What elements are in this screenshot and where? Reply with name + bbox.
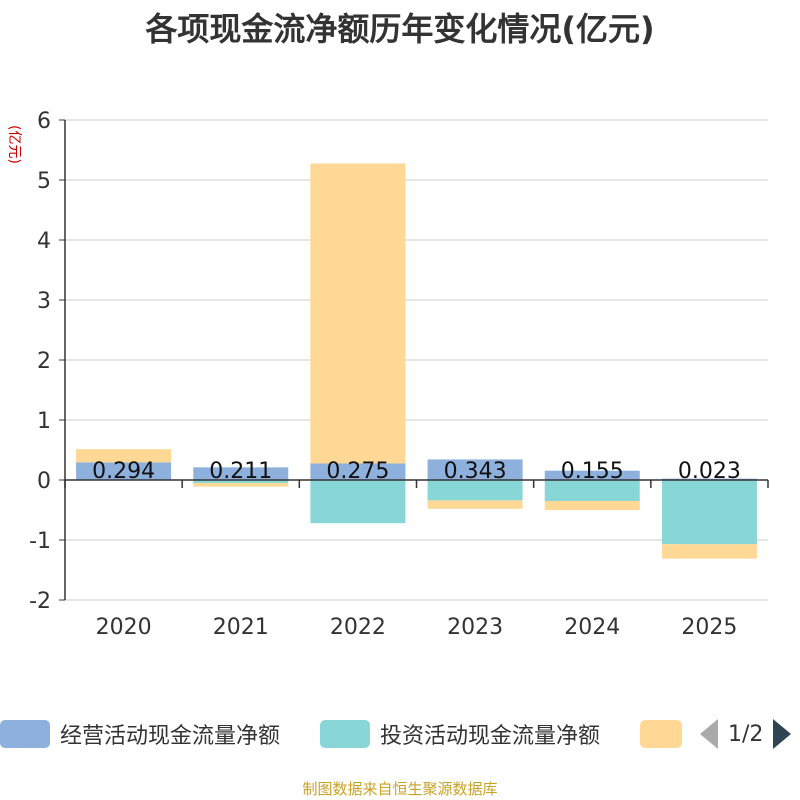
value-labels: 0.294 0.211 0.275 0.343 0.155 0.023	[92, 459, 741, 484]
legend-label-operating: 经营活动现金流量净额	[60, 724, 281, 749]
value-label-2023: 0.343	[444, 459, 507, 484]
y-tick-label: -2	[29, 589, 51, 614]
x-tick-label-2025: 2025	[681, 615, 737, 640]
bar-2022-series-2	[310, 163, 406, 464]
value-label-2024: 0.155	[561, 459, 624, 484]
x-tick-label-2021: 2021	[213, 615, 269, 640]
bar-chart: -2 -1 0 1 2 3 4 5 6 2020 2021 2022 2023 2024 2025 0.29…	[29, 109, 769, 640]
x-tick-label-2023: 2023	[447, 615, 503, 640]
y-tick-label: -1	[29, 529, 51, 554]
y-tick-label: 0	[37, 469, 51, 494]
y-tick-label: 4	[37, 229, 51, 254]
y-tick-label: 3	[37, 289, 51, 314]
bar-2022-series-1	[310, 480, 406, 524]
value-label-2022: 0.275	[326, 459, 389, 484]
legend-label-investing: 投资活动现金流量净额	[380, 724, 601, 749]
legend-item-investing[interactable]: 投资活动现金流量净额	[320, 714, 600, 754]
y-tick-label: 5	[37, 169, 51, 194]
bar-2023-series-1	[427, 480, 523, 501]
axes: -2 -1 0 1 2 3 4 5 6 2020 2021 2022 2023 2024 2025	[29, 109, 769, 640]
bar-group	[76, 163, 757, 559]
data-source-footer: 制图数据来自恒生聚源数据库	[302, 780, 498, 798]
legend-swatch-financing	[640, 720, 682, 748]
bar-2024-series-2	[544, 501, 640, 510]
value-label-2020: 0.294	[92, 459, 155, 484]
bar-2021-series-1	[193, 480, 289, 483]
y-tick-label: 1	[37, 409, 51, 434]
bar-2020-series-2	[76, 449, 172, 463]
y-tick-label: 2	[37, 349, 51, 374]
legend-swatch-operating	[0, 720, 50, 748]
bar-2021-series-2	[193, 483, 289, 487]
bar-2020-series-0	[76, 462, 172, 480]
pager-text: 1/2	[728, 721, 764, 747]
bar-2024-series-0	[544, 470, 640, 480]
value-label-2021: 0.211	[209, 459, 272, 484]
chart-title: 各项现金流净额历年变化情况(亿元)	[145, 10, 655, 48]
value-label-2025: 0.023	[678, 459, 741, 484]
y-tick-label: 6	[37, 109, 51, 134]
legend-item-financing[interactable]	[640, 714, 682, 754]
bar-2022-series-0	[310, 463, 406, 480]
legend-item-operating[interactable]: 经营活动现金流量净额	[0, 714, 280, 754]
grid-lines	[65, 119, 768, 601]
legend: 经营活动现金流量净额 投资活动现金流量净额	[0, 714, 800, 754]
legend-pager: 1/2	[700, 714, 792, 754]
x-tick-label-2022: 2022	[330, 615, 386, 640]
x-tick-label-2024: 2024	[564, 615, 620, 640]
bar-2023-series-2	[427, 500, 523, 509]
pager-prev-icon[interactable]	[700, 719, 718, 749]
pager-next-icon[interactable]	[773, 719, 792, 749]
bar-2025-series-1	[661, 480, 757, 545]
legend-swatch-investing	[320, 720, 370, 748]
bar-2021-series-0	[193, 467, 289, 480]
x-tick-label-2020: 2020	[96, 615, 152, 640]
bar-2024-series-1	[544, 480, 640, 501]
bar-2025-series-2	[661, 544, 757, 559]
bar-2023-series-0	[427, 459, 523, 480]
